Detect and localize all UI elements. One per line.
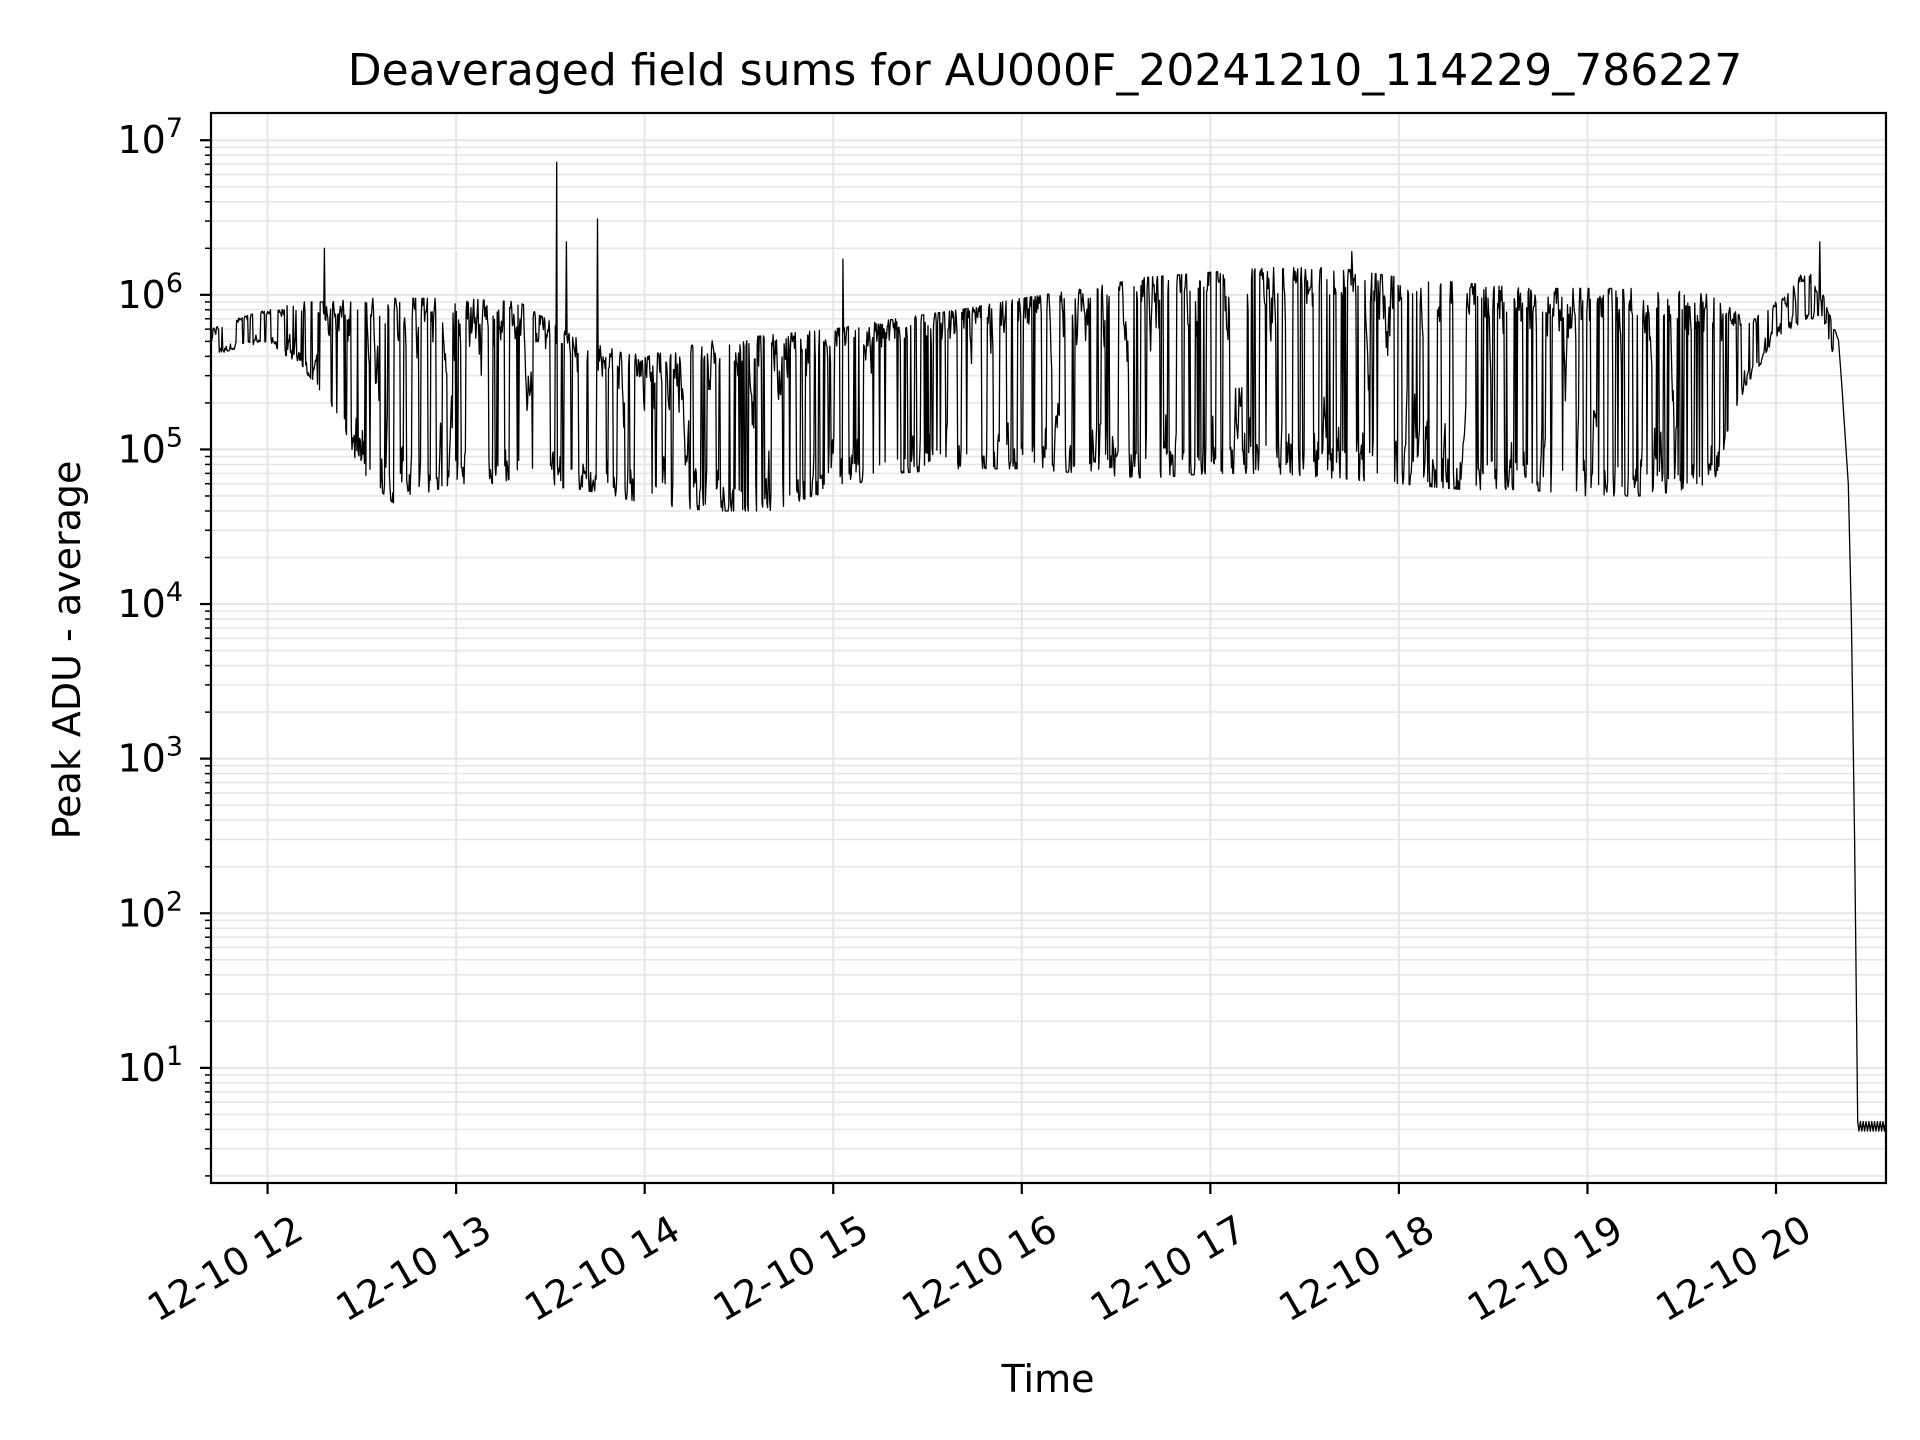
- x-tick-label: 12-10 12: [140, 1207, 310, 1331]
- y-tick-label: 102: [117, 886, 183, 935]
- y-tick-label: 105: [117, 422, 183, 471]
- x-tick-label: 12-10 16: [894, 1207, 1064, 1331]
- x-axis-ticks: 12-10 12 12-10 13 12-10 14 12-10 15 12-10 16…: [140, 1183, 1819, 1331]
- x-tick-label: 12-10 19: [1460, 1207, 1630, 1331]
- series-layer: [210, 161, 1887, 1132]
- x-tick-label: 12-10 14: [517, 1207, 687, 1331]
- y-axis-label: Peak ADU - average: [45, 461, 89, 840]
- y-tick-label: 106: [117, 268, 183, 317]
- plot-area-frame: [209, 111, 1888, 1185]
- x-axis-label: Time: [1001, 1357, 1095, 1401]
- y-tick-label: 107: [117, 113, 183, 162]
- minor-gridlines: [211, 146, 1886, 1177]
- x-tick-label: 12-10 20: [1649, 1207, 1819, 1331]
- x-tick-label: 12-10 15: [706, 1207, 876, 1331]
- y-tick-label: 101: [117, 1041, 183, 1090]
- x-tick-label: 12-10 18: [1271, 1207, 1441, 1331]
- series-line: [210, 161, 1887, 1132]
- y-tick-label: 103: [117, 732, 183, 781]
- y-tick-label: 104: [117, 577, 183, 626]
- y-axis-ticks: 101 102 103 104 105 106 107: [117, 113, 211, 1177]
- chart-title: Deaveraged field sums for AU000F_2024121…: [348, 45, 1742, 96]
- major-gridlines: [211, 113, 1886, 1183]
- x-tick-label: 12-10 13: [329, 1207, 499, 1331]
- x-tick-label: 12-10 17: [1083, 1207, 1253, 1331]
